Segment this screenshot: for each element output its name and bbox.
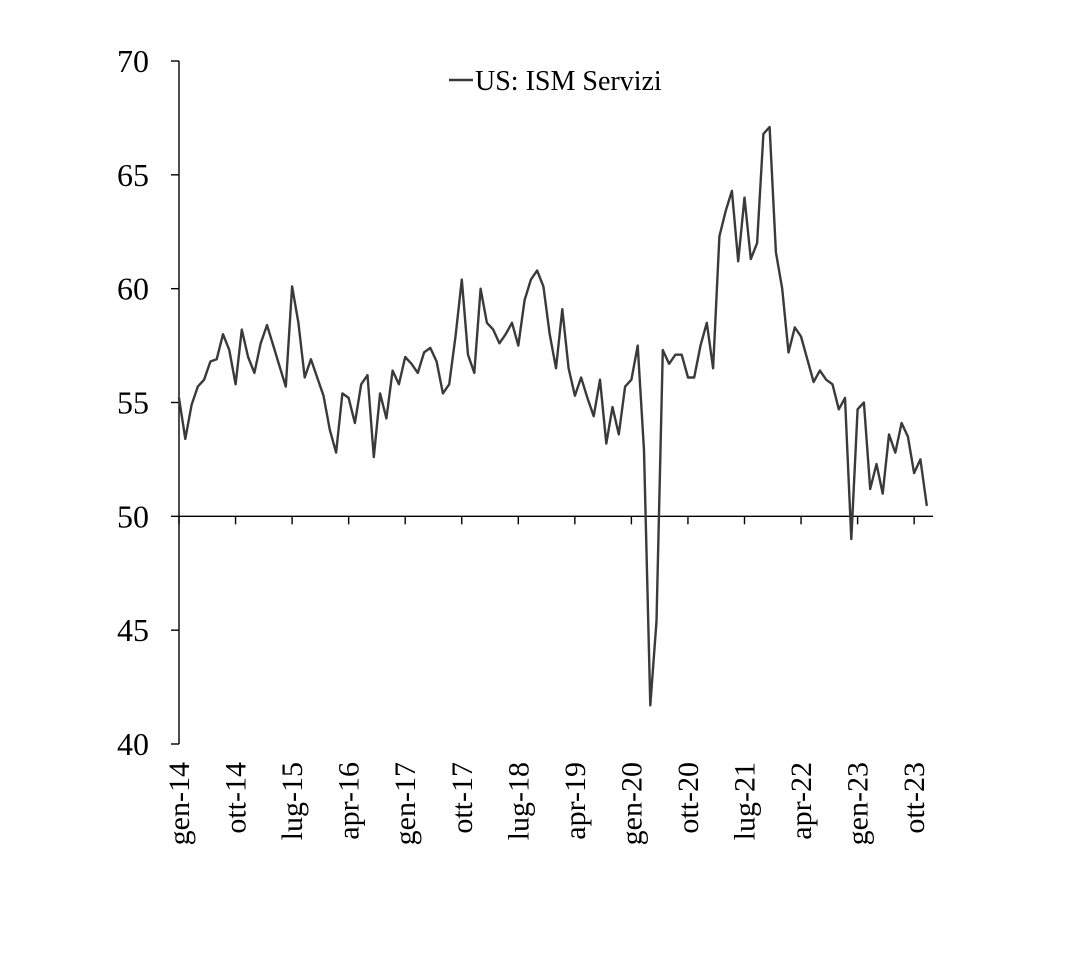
x-tick-label: gen-20	[615, 762, 648, 845]
series-layer	[177, 125, 928, 707]
y-ticks-layer: 40 45 50 55 60 65 70	[117, 43, 179, 762]
x-tick-label: ott-23	[898, 762, 931, 834]
x-ticks-layer: gen-14 ott-14 lug-15 apr-16 gen-17 ott-17 lug-…	[163, 516, 931, 845]
x-tick-label: apr-22	[785, 762, 818, 840]
series-line-ism-servizi	[177, 125, 928, 707]
x-tick-label: gen-17	[389, 762, 422, 845]
legend: US: ISM Servizi	[449, 66, 662, 97]
x-tick-label: apr-19	[559, 762, 592, 840]
x-tick-label: lug-18	[502, 762, 535, 840]
x-tick-label: apr-16	[333, 762, 366, 840]
x-tick-label: lug-15	[276, 762, 309, 840]
y-tick-label: 60	[117, 271, 149, 307]
legend-label: US: ISM Servizi	[475, 66, 662, 97]
y-tick-label: 65	[117, 157, 149, 193]
y-tick-label: 40	[117, 726, 149, 762]
x-tick-label: gen-23	[842, 762, 875, 845]
x-tick-label: ott-17	[446, 762, 479, 834]
y-tick-label: 45	[117, 612, 149, 648]
y-tick-label: 50	[117, 498, 149, 534]
x-tick-label: gen-14	[163, 762, 196, 845]
x-tick-label: ott-20	[672, 762, 705, 834]
y-tick-label: 70	[117, 43, 149, 79]
x-tick-label: ott-14	[220, 762, 253, 834]
y-tick-label: 55	[117, 385, 149, 421]
x-tick-label: lug-21	[729, 762, 762, 840]
